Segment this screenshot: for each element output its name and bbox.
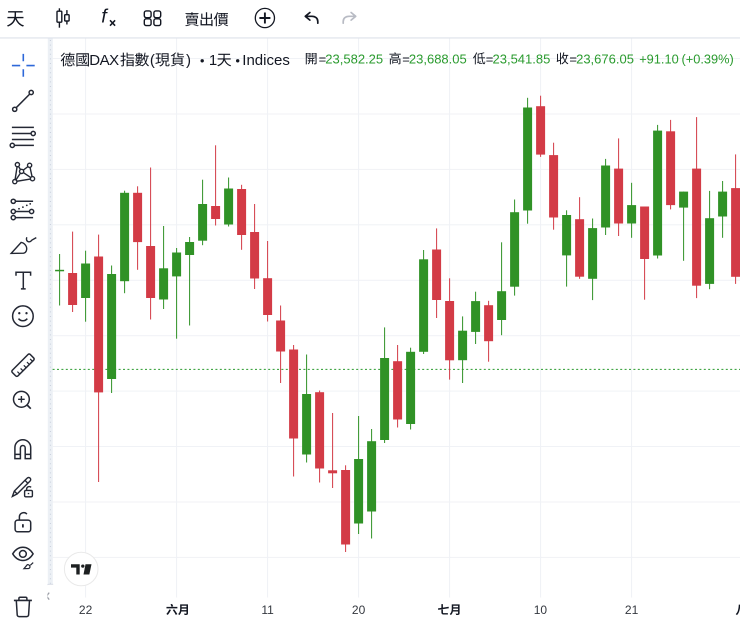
- svg-text:=: =: [319, 51, 327, 66]
- svg-text:21: 21: [625, 603, 639, 617]
- svg-text:Indices: Indices: [242, 52, 290, 69]
- svg-text:20: 20: [352, 603, 366, 617]
- svg-text:23,688.05: 23,688.05: [409, 51, 467, 66]
- svg-text:23,541.85: 23,541.85: [493, 51, 551, 66]
- svg-text:23,582.25: 23,582.25: [325, 51, 383, 66]
- svg-text:): ): [186, 52, 191, 69]
- svg-text:=: =: [486, 51, 494, 66]
- svg-text:23,676.05: 23,676.05: [576, 51, 634, 66]
- svg-text:(+0.39%): (+0.39%): [682, 51, 734, 66]
- svg-text:=: =: [569, 51, 577, 66]
- svg-text:(: (: [150, 52, 155, 69]
- svg-text:f: f: [101, 6, 109, 28]
- svg-text:=: =: [402, 51, 410, 66]
- svg-text:22: 22: [79, 603, 93, 617]
- svg-text:10: 10: [534, 603, 548, 617]
- svg-text:11: 11: [261, 603, 274, 617]
- svg-text:1: 1: [209, 52, 217, 69]
- svg-text:+91.10: +91.10: [639, 51, 679, 66]
- svg-text:DAX: DAX: [89, 52, 119, 69]
